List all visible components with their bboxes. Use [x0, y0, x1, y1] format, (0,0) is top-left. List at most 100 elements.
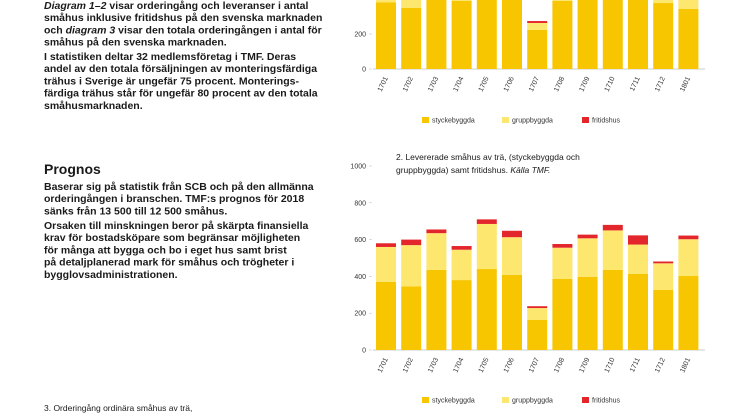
text-line: Orsaken till minskningen beror på skärpt…: [44, 220, 308, 232]
text-run: Diagram 1–2: [44, 0, 107, 12]
bar-segment: [577, 0, 598, 69]
bar-segment: [552, 244, 573, 248]
legend-label: fritidshus: [592, 398, 621, 405]
bar-segment: [602, 224, 623, 231]
bar-segment: [376, 243, 396, 247]
text-line: på detaljplanerad mark för småhus och tr…: [44, 257, 294, 269]
x-tick-label: 1706: [503, 357, 516, 374]
text-run: visar orderingång och leveranser i antal: [106, 0, 308, 12]
bar-segment: [527, 29, 548, 70]
bar-segment: [401, 0, 422, 8]
bar-segment: [476, 269, 497, 350]
y-tick-label: 1000: [350, 164, 366, 171]
text-run: på detaljplanerad mark för småhus och tr…: [44, 257, 294, 269]
bar-segment: [552, 278, 573, 350]
y-tick-label: 600: [354, 237, 366, 244]
text-line: färdiga trähus står för ungefär 80 proce…: [44, 88, 318, 100]
bar-segment: [653, 0, 674, 4]
bar-segment: [401, 286, 422, 350]
bar-segment: [502, 237, 522, 275]
bar-segment: [376, 0, 396, 3]
bar-segment: [527, 308, 548, 321]
bar-segment: [476, 223, 497, 270]
bar-segment: [577, 234, 598, 239]
bar-segment: [376, 281, 396, 350]
bar-segment: [552, 247, 573, 279]
bar-segment: [527, 306, 548, 309]
bar-segment: [376, 246, 396, 282]
text-line: orderingången i branschen. TMF:s prognos…: [44, 193, 304, 205]
text-run: Källa TMF.: [510, 165, 550, 175]
x-tick-label: 1710: [604, 76, 617, 93]
footer-caption: 3. Orderingång ordinära småhus av trä,: [44, 403, 192, 413]
bar-segment: [628, 235, 648, 245]
bar-segment: [376, 2, 396, 69]
legend-swatch: [502, 117, 509, 123]
x-tick-label: 1709: [578, 76, 591, 93]
text-run: 2. Levererade småhus av trä, (styckebygg…: [396, 152, 580, 162]
y-tick-label: 200: [354, 32, 366, 39]
bar-segment: [502, 230, 522, 238]
bar-segment: [502, 0, 522, 69]
y-tick-label: 0: [362, 348, 366, 355]
text-run: andel av den totala försäljningen av mon…: [44, 63, 317, 75]
bar-segment: [678, 0, 699, 9]
bar-segment: [602, 230, 623, 270]
legend-swatch: [582, 117, 589, 123]
heading: Prognos: [44, 161, 101, 177]
x-tick-label: 1708: [553, 76, 566, 93]
text-run: diagram 3: [66, 24, 116, 36]
text-line: Baserar sig på statistik från SCB och på…: [44, 181, 314, 193]
text-run: och: [44, 24, 66, 36]
bar-segment: [476, 0, 497, 69]
bar-segment: [451, 246, 472, 250]
bar-segment: [653, 261, 674, 264]
text-line: gruppbyggda) samt fritidshus. Källa TMF.: [396, 165, 550, 175]
bar-segment: [602, 269, 623, 350]
bar-segment: [552, 0, 573, 1]
x-tick-label: 1704: [452, 357, 465, 374]
text-run: krav för bostadsköpare som begränsar möj…: [44, 232, 300, 244]
bar-segment: [527, 21, 548, 23]
x-tick-label: 1702: [402, 76, 415, 93]
bar-segment: [451, 280, 472, 350]
bar-segment: [502, 274, 522, 350]
text-run: småhus inklusive fritidshus på den svens…: [44, 12, 322, 24]
bar-segment: [653, 290, 674, 350]
text-run: för många att bygga och bo i eget hus sa…: [44, 244, 287, 256]
x-tick-label: 1704: [452, 76, 465, 93]
x-tick-label: 1702: [402, 357, 415, 374]
text-run: småhus på den svenska marknaden.: [44, 37, 227, 49]
x-tick-label: 1801: [679, 357, 692, 374]
bar-segment: [527, 22, 548, 30]
legend-swatch: [422, 397, 429, 403]
x-tick-label: 1701: [377, 76, 390, 93]
text-line: och diagram 3 visar den totala orderingå…: [44, 24, 322, 36]
bar-segment: [426, 229, 447, 234]
text-run: sänks från 13 500 till 12 500 småhus.: [44, 205, 227, 217]
text-run: småhusmarknaden.: [44, 100, 143, 112]
x-tick-label: 1712: [654, 357, 667, 374]
text-line: Diagram 1–2 visar orderingång och levera…: [44, 0, 308, 12]
bar-segment: [678, 235, 699, 240]
bar-segment: [653, 3, 674, 69]
bar-segment: [678, 276, 699, 350]
text-line: småhus inklusive fritidshus på den svens…: [44, 12, 322, 24]
x-tick-label: 1706: [503, 76, 516, 93]
text-line: 2. Levererade småhus av trä, (styckebygg…: [396, 152, 580, 162]
bar-segment: [628, 0, 648, 69]
x-tick-label: 1710: [604, 357, 617, 374]
bar-segment: [426, 0, 447, 69]
text-run: orderingången i branschen. TMF:s prognos…: [44, 193, 304, 205]
bar-segment: [602, 0, 623, 69]
text-line: småhus på den svenska marknaden.: [44, 37, 227, 49]
bar-segment: [451, 0, 472, 1]
x-tick-label: 1701: [377, 357, 390, 374]
bar-segment: [401, 245, 422, 287]
x-tick-label: 1712: [654, 76, 667, 93]
text-run: I statistiken deltar 32 medlemsföretag i…: [44, 51, 296, 63]
y-tick-label: 200: [354, 311, 366, 318]
legend-swatch: [422, 117, 429, 123]
text-line: I statistiken deltar 32 medlemsföretag i…: [44, 51, 296, 63]
